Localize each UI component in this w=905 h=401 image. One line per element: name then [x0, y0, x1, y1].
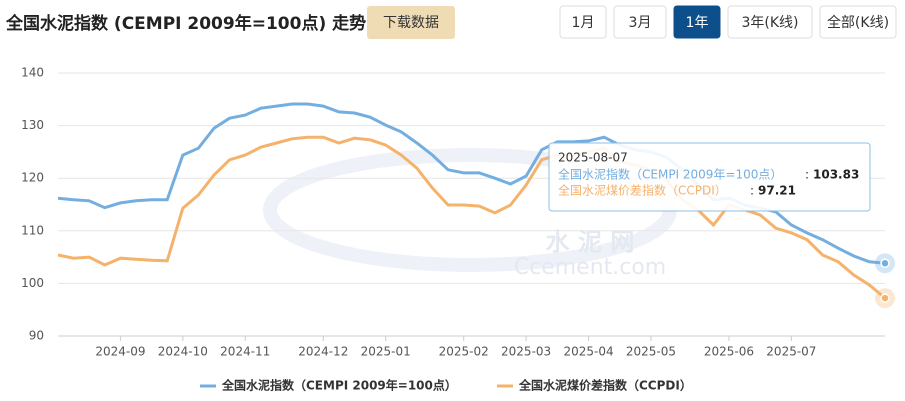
- point: [880, 293, 890, 303]
- x-tick-label: 2025-06: [704, 345, 754, 359]
- range-button[interactable]: [613, 5, 667, 39]
- range-label[interactable]: 1月: [572, 15, 595, 31]
- y-tick-label: 120: [21, 171, 44, 185]
- watermark: 水 泥 网: [546, 228, 635, 256]
- range-label[interactable]: 全部(K线): [827, 14, 889, 31]
- x-tick-label: 2024-10: [158, 345, 208, 359]
- y-tick-label: 140: [21, 66, 44, 80]
- x-tick-label: 2024-09: [95, 345, 145, 359]
- range-label[interactable]: 1年: [686, 15, 709, 31]
- download-button[interactable]: [367, 6, 455, 39]
- y-tick-label: 130: [21, 118, 44, 132]
- x-tick-label: 2025-05: [626, 345, 676, 359]
- range-label[interactable]: 3年(K线): [741, 15, 798, 31]
- x-tick-label: 2024-11: [220, 345, 270, 359]
- chart-title: 全国水泥指数 (CEMPI 2009年=100点) 走势: [5, 13, 366, 34]
- tooltip-sep: :: [805, 168, 809, 182]
- x-tick-label: 2025-07: [766, 345, 816, 359]
- tooltip-value: 97.21: [758, 184, 796, 198]
- range-button[interactable]: [673, 5, 721, 39]
- y-tick-label: 90: [29, 329, 44, 343]
- x-tick-label: 2025-01: [361, 345, 411, 359]
- range-button[interactable]: [559, 5, 607, 39]
- tooltip-name: 全国水泥指数（CEMPI 2009年=100点）: [558, 167, 782, 182]
- legend-label[interactable]: 全国水泥指数（CEMPI 2009年=100点）: [221, 378, 457, 393]
- x-tick-label: 2024-12: [298, 345, 348, 359]
- point: [880, 258, 890, 269]
- range-label[interactable]: 3月: [629, 15, 652, 31]
- tooltip-name: 全国水泥煤价差指数（CCPDI）: [558, 183, 727, 198]
- x-tick-label: 2025-02: [439, 345, 489, 359]
- tooltip-value: 103.83: [813, 168, 859, 182]
- y-tick-label: 100: [21, 276, 44, 290]
- tooltip-box: [548, 142, 871, 212]
- legend-label[interactable]: 全国水泥煤价差指数（CCPDI）: [518, 378, 692, 393]
- range-button[interactable]: [727, 5, 813, 39]
- range-button[interactable]: [819, 5, 897, 39]
- y-tick-label: 110: [21, 223, 44, 237]
- tooltip-sep: :: [750, 184, 754, 198]
- watermark: Ccement.com: [514, 255, 667, 280]
- x-tick-label: 2025-03: [501, 345, 551, 359]
- tooltip-date: 2025-08-07: [558, 151, 628, 165]
- x-tick-label: 2025-04: [563, 345, 613, 359]
- download-label[interactable]: 下载数据: [383, 15, 439, 31]
